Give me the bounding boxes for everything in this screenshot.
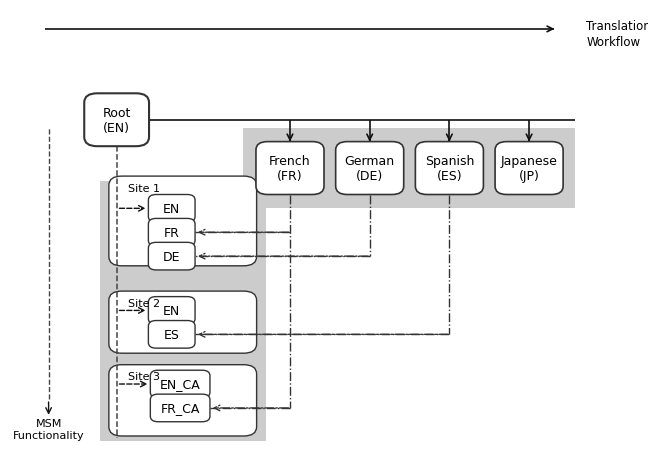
FancyBboxPatch shape — [109, 291, 257, 353]
Text: French
(FR): French (FR) — [269, 155, 311, 183]
FancyBboxPatch shape — [256, 142, 324, 195]
Text: EN: EN — [163, 202, 180, 215]
Text: EN: EN — [163, 304, 180, 317]
Text: EN_CA: EN_CA — [160, 378, 200, 391]
Text: Site 1: Site 1 — [128, 183, 160, 193]
FancyBboxPatch shape — [148, 243, 195, 270]
Text: FR: FR — [164, 226, 179, 239]
FancyBboxPatch shape — [148, 321, 195, 348]
Text: Site 3: Site 3 — [128, 371, 160, 381]
Text: FR_CA: FR_CA — [161, 402, 200, 414]
FancyBboxPatch shape — [109, 177, 257, 266]
Text: Japanese
(JP): Japanese (JP) — [501, 155, 557, 183]
FancyBboxPatch shape — [150, 370, 210, 398]
FancyBboxPatch shape — [148, 195, 195, 223]
Bar — [100, 181, 266, 441]
FancyBboxPatch shape — [150, 394, 210, 422]
Text: German
(DE): German (DE) — [345, 155, 395, 183]
Text: MSM
Functionality: MSM Functionality — [13, 419, 84, 440]
FancyBboxPatch shape — [415, 142, 483, 195]
FancyBboxPatch shape — [336, 142, 404, 195]
Text: ES: ES — [164, 328, 179, 341]
FancyBboxPatch shape — [84, 94, 149, 147]
Bar — [243, 129, 575, 209]
Text: Spanish
(ES): Spanish (ES) — [424, 155, 474, 183]
Text: Site 2: Site 2 — [128, 298, 161, 308]
FancyBboxPatch shape — [148, 297, 195, 325]
FancyBboxPatch shape — [495, 142, 563, 195]
Text: Translation
Workflow: Translation Workflow — [586, 21, 648, 48]
Text: DE: DE — [163, 250, 181, 263]
FancyBboxPatch shape — [148, 219, 195, 246]
FancyBboxPatch shape — [109, 365, 257, 436]
Text: Root
(EN): Root (EN) — [102, 106, 131, 134]
